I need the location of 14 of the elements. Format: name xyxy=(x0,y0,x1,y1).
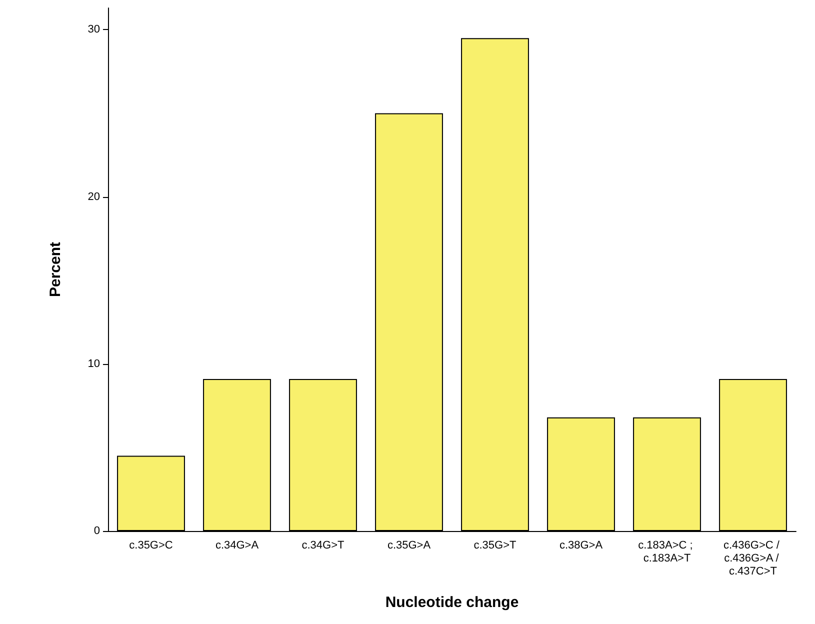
x-tick-label: c.34G>T xyxy=(302,540,345,552)
x-tick-label: c.34G>A xyxy=(215,540,260,552)
x-tick-label: c.38G>A xyxy=(559,540,604,552)
y-tick-label: 0 xyxy=(94,525,100,537)
y-tick-label: 20 xyxy=(88,190,100,203)
x-tick-label: c.35G>C xyxy=(129,540,173,552)
x-tick-label: c.436G>C / c.436G>A / c.437C>T xyxy=(723,540,783,578)
x-axis-title: Nucleotide change xyxy=(385,594,519,611)
x-tick-label: c.35G>T xyxy=(474,540,517,552)
y-tick-label: 30 xyxy=(88,24,100,36)
y-tick-label: 10 xyxy=(88,358,100,370)
x-tick-label: c.35G>A xyxy=(387,540,432,552)
x-tick-label: c.183A>C ; c.183A>T xyxy=(638,540,696,564)
y-axis-title: Percent xyxy=(47,242,64,298)
